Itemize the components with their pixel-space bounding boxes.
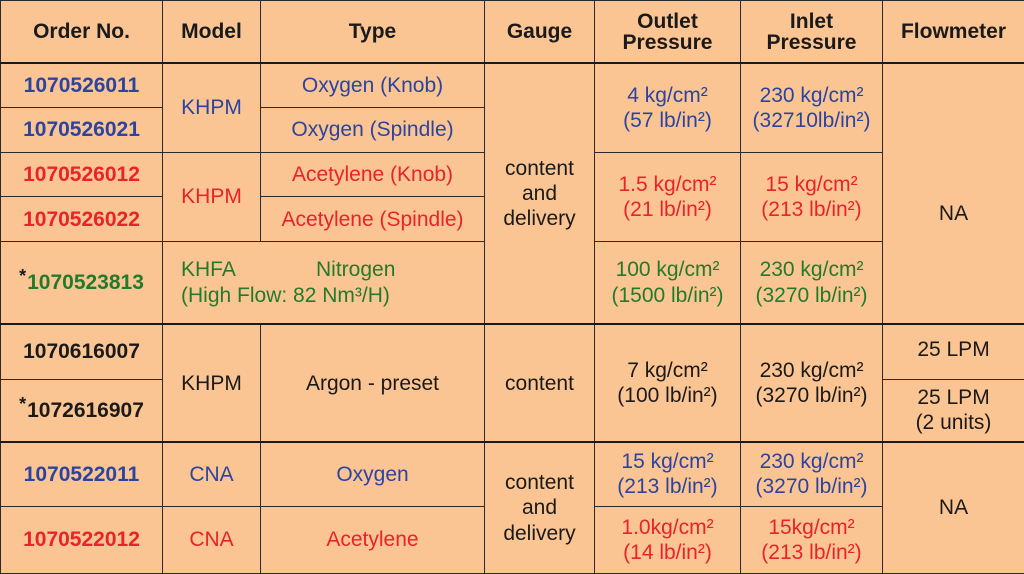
table-row: 1070522011 CNA Oxygen content and delivery… [0, 441, 1024, 574]
header-flowmeter: Flowmeter [882, 0, 1024, 65]
order-number: 1070522012 [0, 506, 163, 574]
order-number: 1070522011 [0, 441, 163, 508]
inlet-pressure-cell: 15kg/cm² (213 lb/in²) [740, 506, 883, 574]
flowmeter-cell: 25 LPM (2 units) [882, 378, 1024, 443]
order-number: 1070526021 [0, 107, 163, 153]
table-row: 1070526012 KHPM Acetylene (Knob) 1.5 kg/… [0, 151, 1024, 242]
header-gauge: Gauge [484, 0, 595, 65]
asterisk-mark: * [19, 266, 27, 287]
table-row: 1070526011 KHPM Oxygen (Knob) content and… [0, 62, 1024, 326]
gauge-cell: content [484, 323, 595, 443]
order-number: 1070616007 [0, 323, 163, 380]
header-outlet-pressure: Outlet Pressure [594, 0, 741, 65]
table-row: 1070616007 KHPM Argon - preset content 7… [0, 323, 1024, 443]
order-number: 1070526012 [0, 151, 163, 198]
type-cell: Oxygen (Knob) [260, 62, 485, 109]
model-cell: KHPM [162, 323, 261, 443]
outlet-pressure-cell: 1.0kg/cm² (14 lb/in²) [594, 506, 741, 574]
flow-note: (High Flow: 82 Nm³/H) [181, 283, 390, 307]
table-row: 1070526021 Oxygen (Spindle) [0, 107, 1024, 153]
outlet-pressure-cell: 7 kg/cm² (100 lb/in²) [594, 323, 741, 443]
table-row: *1070523813 KHFA Nitrogen (High Flow: 82 … [0, 240, 1024, 326]
order-number-cell: *1070523813 [0, 240, 163, 326]
type-cell: Acetylene [260, 506, 485, 574]
model-label: KHFA [181, 258, 236, 282]
type-cell: Acetylene (Spindle) [260, 196, 485, 242]
model-cell: CNA [162, 441, 261, 508]
model-cell: KHPM [162, 62, 261, 153]
asterisk-mark: * [19, 393, 27, 414]
type-cell: Oxygen (Spindle) [260, 107, 485, 153]
order-number: 1072616907 [27, 398, 144, 422]
outlet-pressure-cell: 4 kg/cm² (57 lb/in²) [594, 62, 741, 153]
header-order-no: Order No. [0, 0, 163, 65]
model-type-cell: KHFA Nitrogen (High Flow: 82 Nm³/H) [162, 240, 485, 326]
inlet-pressure-cell: 230 kg/cm² (3270 lb/in²) [740, 323, 883, 443]
inlet-pressure-cell: 230 kg/cm² (32710lb/in²) [740, 62, 883, 153]
inlet-pressure-cell: 230 kg/cm² (3270 lb/in²) [740, 441, 883, 508]
header-model: Model [162, 0, 261, 65]
flowmeter-cell: 25 LPM [882, 323, 1024, 380]
header-type: Type [260, 0, 485, 65]
order-number: 1070526022 [0, 196, 163, 242]
type-cell: Argon - preset [260, 323, 485, 443]
outlet-pressure-cell: 1.5 kg/cm² (21 lb/in²) [594, 151, 741, 242]
order-number: 1070523813 [27, 271, 144, 295]
order-number-cell: *1072616907 [0, 378, 163, 443]
gauge-cell: content and delivery [484, 62, 595, 326]
header-inlet-pressure: Inlet Pressure [740, 0, 883, 65]
inlet-pressure-cell: 230 kg/cm² (3270 lb/in²) [740, 240, 883, 326]
flowmeter-cell: NA [882, 441, 1024, 574]
order-number: 1070526011 [0, 62, 163, 109]
type-cell: Oxygen [260, 441, 485, 508]
model-cell: KHPM [162, 151, 261, 242]
header-row: Order No. Model Type Gauge Outlet Pressur… [0, 0, 1024, 65]
model-cell: CNA [162, 506, 261, 574]
table-row: 1070526022 Acetylene (Spindle) [0, 196, 1024, 242]
outlet-pressure-cell: 100 kg/cm² (1500 lb/in²) [594, 240, 741, 326]
type-cell: Acetylene (Knob) [260, 151, 485, 198]
inlet-pressure-cell: 15 kg/cm² (213 lb/in²) [740, 151, 883, 242]
table-row: 1070522012 CNA Acetylene 1.0kg/cm² (14 lb… [0, 506, 1024, 574]
outlet-pressure-cell: 15 kg/cm² (213 lb/in²) [594, 441, 741, 508]
gauge-cell: content and delivery [484, 441, 595, 574]
table-row: *1072616907 25 LPM (2 units) [0, 378, 1024, 443]
flowmeter-cell: NA [882, 62, 1024, 326]
type-label: Nitrogen [316, 258, 396, 282]
